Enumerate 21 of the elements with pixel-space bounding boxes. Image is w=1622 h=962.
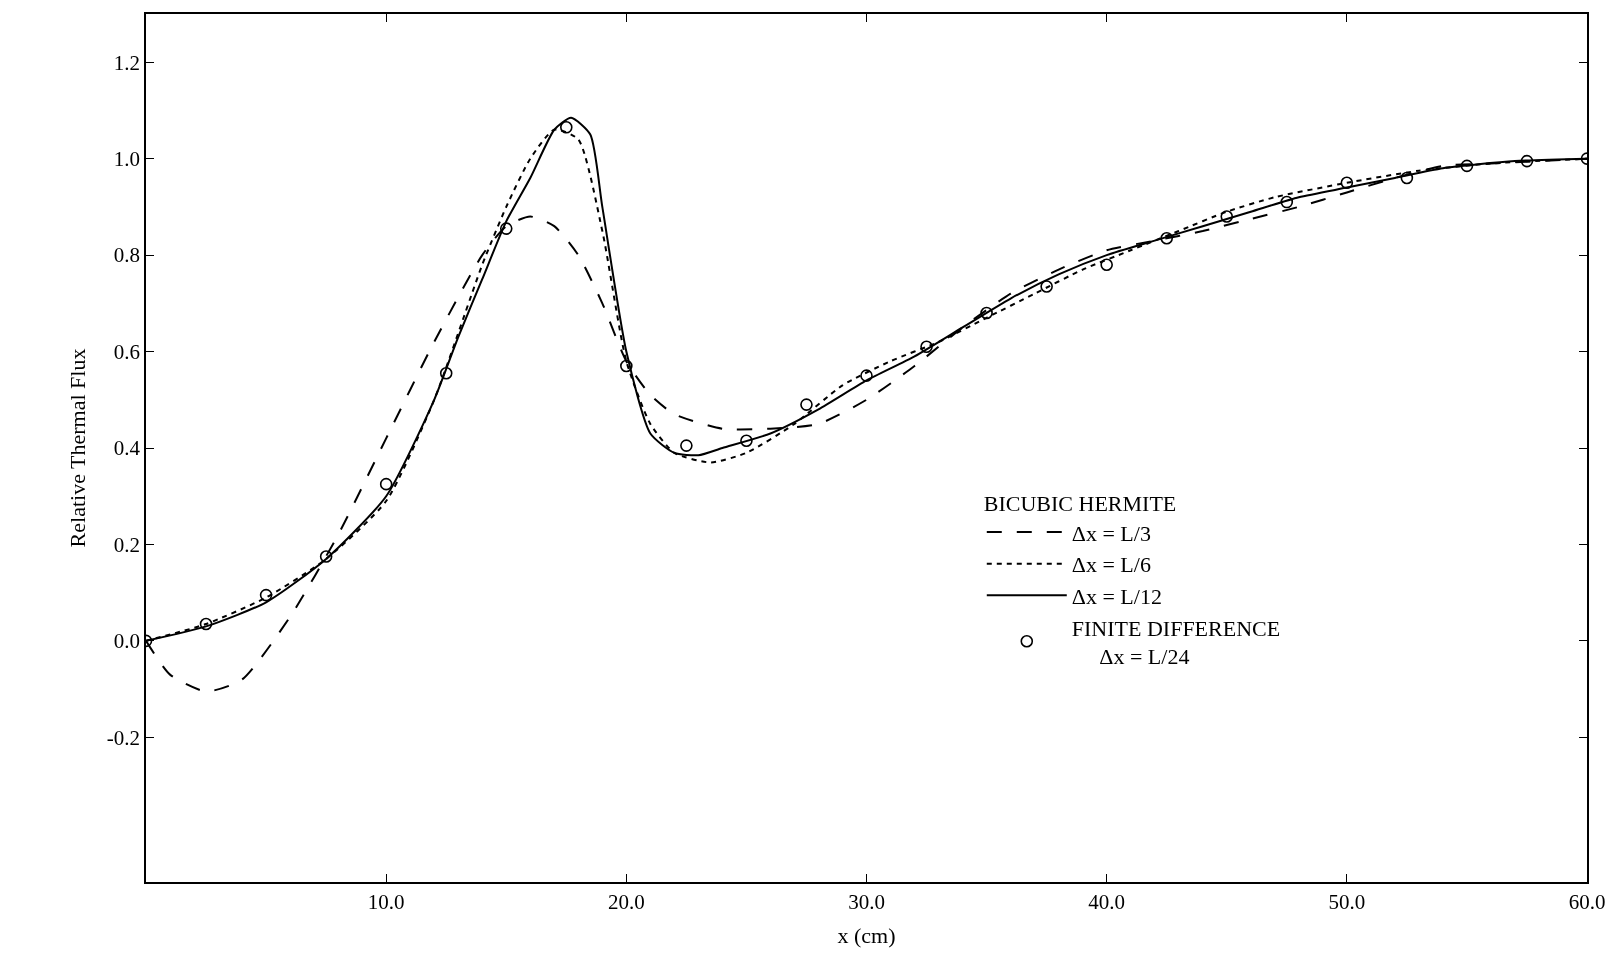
y-tick-label: 0.0 [113, 629, 141, 654]
x-tick-label: 40.0 [1088, 889, 1126, 914]
legend-title: BICUBIC HERMITE [983, 491, 1177, 517]
y-tick-label: 0.6 [113, 339, 141, 364]
y-axis-title: Relative Thermal Flux [65, 348, 91, 548]
y-tick-label: 0.4 [113, 436, 141, 461]
legend-label: Δx = L/6 [1071, 552, 1151, 578]
legend-label: Δx = L/12 [1071, 583, 1162, 609]
y-tick-label: 0.8 [113, 243, 141, 268]
x-tick-label: 60.0 [1568, 889, 1606, 914]
y-tick-label: 1.0 [113, 147, 141, 172]
x-tick-label: 20.0 [607, 889, 645, 914]
x-tick-label: 50.0 [1328, 889, 1366, 914]
y-tick-label: -0.2 [106, 725, 141, 750]
x-tick-label: 10.0 [367, 889, 405, 914]
legend-label: Δx = L/3 [1071, 520, 1151, 546]
legend-label: FINITE DIFFERENCE Δx = L/24 [1071, 615, 1281, 670]
x-axis-title: x (cm) [837, 923, 896, 949]
y-tick-label: 1.2 [113, 50, 141, 75]
y-tick-label: 0.2 [113, 532, 141, 557]
x-tick-label: 30.0 [848, 889, 885, 914]
